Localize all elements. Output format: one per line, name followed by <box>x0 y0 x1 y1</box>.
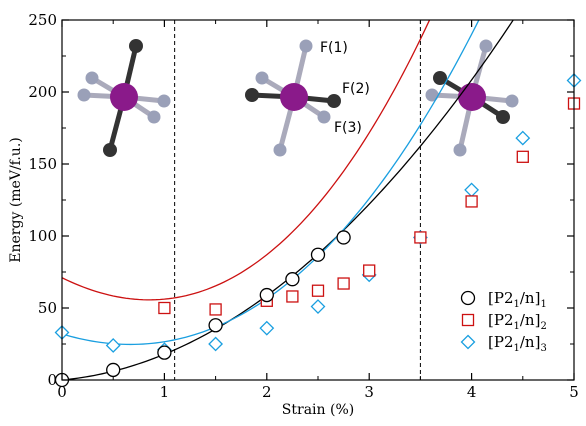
x-tick-label: 0 <box>57 383 67 401</box>
fit-curve-series-1 <box>62 20 515 380</box>
data-point-series-2 <box>158 301 171 315</box>
y-axis-ticks: 0 50 100 150 200 250 <box>28 11 574 389</box>
y-axis-label: Energy (meV/f.u.) <box>8 137 24 262</box>
x-tick-label: 2 <box>262 383 272 401</box>
fit-curve-series-2 <box>62 20 431 301</box>
molecule-right <box>425 39 519 157</box>
data-point-series-1 <box>310 247 326 262</box>
data-point-series-1 <box>208 318 223 333</box>
data-point-series-1 <box>285 272 300 287</box>
annotations: F(1) F(2) F(3) <box>320 40 370 136</box>
data-point-series-3 <box>105 338 121 353</box>
vertical-reference-lines <box>174 20 421 380</box>
legend-marker-series-3 <box>460 334 476 350</box>
y-tick-label: 200 <box>28 83 57 101</box>
x-tick-label: 5 <box>569 383 579 401</box>
data-point-series-3 <box>208 336 224 352</box>
data-point-series-3 <box>515 130 531 146</box>
annotation-f3: F(3) <box>334 120 362 136</box>
data-point-series-3 <box>310 299 326 314</box>
data-point-series-1 <box>259 287 274 303</box>
x-tick-label: 1 <box>160 383 170 401</box>
data-point-series-2 <box>311 284 325 297</box>
x-tick-label: 4 <box>467 383 477 401</box>
data-point-series-2 <box>465 195 478 208</box>
x-axis-ticks: 0 1 2 3 4 5 <box>57 20 579 401</box>
x-tick-label: 3 <box>364 383 374 401</box>
data-point-series-1 <box>106 362 121 378</box>
annotation-f1: F(1) <box>320 40 348 56</box>
legend-label-series-3: [P21/n]3 <box>488 333 547 354</box>
data-point-series-2 <box>286 290 299 303</box>
y-tick-label: 0 <box>47 371 57 389</box>
y-tick-label: 250 <box>28 11 57 29</box>
y-tick-label: 150 <box>28 155 57 173</box>
legend-marker-series-1 <box>460 290 476 306</box>
data-point-series-1 <box>157 345 172 360</box>
data-point-series-3 <box>259 320 275 336</box>
data-point-series-2 <box>414 231 427 244</box>
data-point-series-2 <box>363 264 376 277</box>
data-point-series-2 <box>209 303 222 316</box>
legend-label-series-1: [P21/n]1 <box>488 289 547 310</box>
annotation-f2: F(2) <box>342 81 370 97</box>
molecule-middle <box>245 39 341 157</box>
molecule-illustrations <box>77 39 519 157</box>
y-tick-label: 50 <box>38 299 57 317</box>
legend: [P21/n]1[P21/n]2[P21/n]3 <box>460 289 547 354</box>
legend-label-series-2: [P21/n]2 <box>488 311 547 332</box>
y-tick-label: 100 <box>28 227 57 245</box>
data-point-series-1 <box>336 230 351 245</box>
molecule-left <box>77 39 171 157</box>
legend-marker-series-2 <box>461 313 475 327</box>
x-axis-label: Strain (%) <box>282 402 354 418</box>
data-point-series-3 <box>464 182 480 198</box>
data-point-series-2 <box>337 277 350 290</box>
data-point-series-2 <box>516 150 529 163</box>
